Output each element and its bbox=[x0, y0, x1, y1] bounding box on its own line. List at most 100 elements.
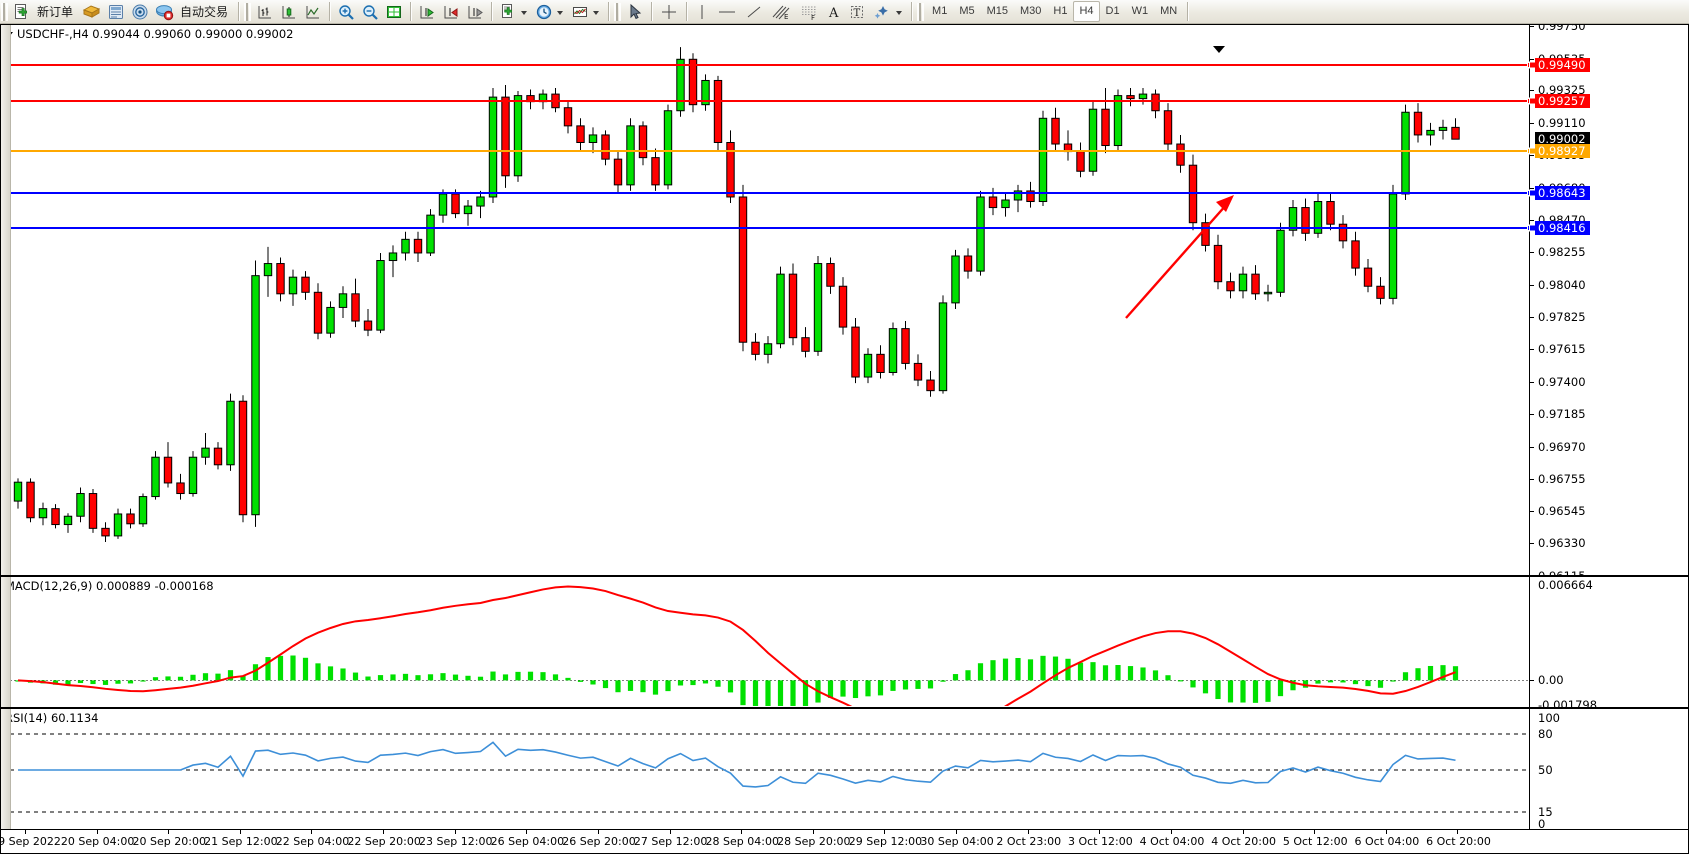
shift-auto-button[interactable] bbox=[463, 1, 487, 23]
price-tag-support-2[interactable]: 0.98416 bbox=[1535, 220, 1590, 235]
time-axis-label: 26 Sep 04:00 bbox=[490, 835, 565, 848]
signals-button[interactable] bbox=[128, 1, 152, 23]
time-axis-tick bbox=[884, 830, 886, 834]
cursor-button[interactable] bbox=[623, 1, 647, 23]
price-tag-resistance-1[interactable]: 0.99490 bbox=[1535, 58, 1590, 73]
price-axis-label: 0.96115 bbox=[1538, 569, 1586, 576]
timeframe-mn[interactable]: MN bbox=[1160, 5, 1178, 17]
toolbar-grip[interactable] bbox=[1, 2, 8, 21]
timeframe-m15[interactable]: M15 bbox=[986, 5, 1008, 17]
templates-button[interactable] bbox=[496, 1, 532, 23]
chevron-down-icon-3[interactable] bbox=[593, 10, 600, 15]
chevron-down-icon-4[interactable] bbox=[896, 10, 903, 15]
price-axis-tick bbox=[1530, 26, 1534, 27]
rsi-vertical-scrollbar[interactable] bbox=[1, 709, 11, 829]
expert-advisor-button[interactable] bbox=[79, 1, 104, 23]
price-line-anchor[interactable] bbox=[1527, 224, 1529, 231]
fibonacci-button[interactable]: F bbox=[795, 1, 823, 23]
rsi-axis[interactable]: 100 80 50 15 0 bbox=[1529, 709, 1688, 829]
macd-axis[interactable]: 0.006664 0.00 -0.001798 bbox=[1529, 577, 1688, 707]
price-tag-pivot[interactable]: 0.98927 bbox=[1535, 143, 1590, 158]
crosshair-button[interactable] bbox=[656, 1, 682, 23]
price-line-support-1[interactable] bbox=[2, 190, 1529, 197]
zoom-out-button[interactable] bbox=[358, 1, 382, 23]
time-axis-tick bbox=[239, 830, 241, 834]
price-line-resistance-1[interactable] bbox=[2, 62, 1529, 69]
tile-windows-button[interactable] bbox=[382, 1, 406, 23]
timeframe-m30[interactable]: M30 bbox=[1020, 5, 1042, 17]
price-line-anchor[interactable] bbox=[1527, 97, 1529, 104]
macd-axis-tick bbox=[1530, 680, 1534, 682]
chart-vertical-scrollbar[interactable] bbox=[1, 25, 11, 575]
toolbar-grip-4[interactable] bbox=[917, 2, 925, 21]
horizontal-line-button[interactable] bbox=[713, 1, 741, 23]
price-line-anchor[interactable] bbox=[1527, 190, 1529, 197]
price-axis-tick bbox=[1530, 543, 1534, 545]
timeframe-d1[interactable]: D1 bbox=[1105, 5, 1120, 17]
data-window-button[interactable] bbox=[104, 1, 128, 23]
rsi-pane-label: RSI(14) 60.1134 bbox=[5, 711, 102, 725]
price-line-support-2[interactable] bbox=[2, 224, 1529, 231]
price-line-anchor[interactable] bbox=[1527, 62, 1529, 69]
time-axis-label: 22 Sep 20:00 bbox=[347, 835, 421, 848]
chevron-down-icon-2[interactable] bbox=[557, 10, 564, 15]
autotrading-button[interactable]: 自动交易 bbox=[152, 1, 234, 23]
line-chart-button[interactable] bbox=[301, 1, 325, 23]
price-line-pivot[interactable] bbox=[2, 147, 1529, 154]
price-axis-label: 0.97400 bbox=[1538, 374, 1586, 389]
time-axis-label: 6 Oct 20:00 bbox=[1426, 835, 1491, 848]
toolbar-grip-3[interactable] bbox=[614, 2, 622, 21]
price-tag-current-price[interactable]: 0.99002 bbox=[1535, 132, 1590, 147]
price-axis-label: 0.96330 bbox=[1538, 536, 1586, 551]
shift-start-button[interactable] bbox=[415, 1, 439, 23]
candlestick-chart-button[interactable] bbox=[277, 1, 301, 23]
price-axis[interactable]: 0.997500.995350.993250.991100.988950.986… bbox=[1529, 24, 1688, 576]
vertical-line-button[interactable] bbox=[691, 1, 713, 23]
shift-end-button[interactable] bbox=[439, 1, 463, 23]
main-toolbar[interactable]: 新订单 自动交易 bbox=[0, 0, 1689, 24]
timeframe-h1[interactable]: H1 bbox=[1053, 5, 1068, 17]
price-line-anchor[interactable] bbox=[1527, 147, 1529, 154]
chevron-down-icon[interactable] bbox=[521, 10, 528, 15]
rsi-axis-line bbox=[1529, 709, 1530, 829]
objects-button[interactable] bbox=[869, 1, 907, 23]
text-label-button[interactable]: T bbox=[845, 1, 869, 23]
time-axis-tick bbox=[1170, 830, 1172, 834]
zoom-in-button[interactable] bbox=[334, 1, 358, 23]
price-axis-label: 0.98040 bbox=[1538, 277, 1586, 292]
toolbar-grip-2[interactable] bbox=[244, 2, 252, 21]
time-axis-tick bbox=[1027, 830, 1029, 834]
new-order-button[interactable]: 新订单 bbox=[10, 1, 79, 23]
svg-text:F: F bbox=[811, 14, 815, 21]
macd-plot[interactable] bbox=[2, 578, 1529, 706]
time-axis-label: 28 Sep 20:00 bbox=[777, 835, 851, 848]
time-axis-label: 26 Sep 20:00 bbox=[562, 835, 636, 848]
time-axis-tick bbox=[454, 830, 456, 834]
price-line-resistance-2[interactable] bbox=[2, 97, 1529, 104]
macd-vertical-scrollbar[interactable] bbox=[1, 577, 11, 707]
trendline-button[interactable] bbox=[741, 1, 767, 23]
timeframe-m5[interactable]: M5 bbox=[959, 5, 975, 17]
timeframe-w1[interactable]: W1 bbox=[1131, 5, 1149, 17]
equidistant-channel-button[interactable]: E bbox=[767, 1, 795, 23]
price-axis-label: 0.96755 bbox=[1538, 472, 1586, 487]
text-button[interactable]: A bbox=[823, 1, 845, 23]
rsi-pane[interactable]: RSI(14) 60.1134 100 80 50 15 0 bbox=[0, 708, 1689, 830]
period-button[interactable] bbox=[532, 1, 568, 23]
timeframe-h4[interactable]: H4 bbox=[1073, 1, 1100, 22]
price-axis-label: 0.99750 bbox=[1538, 24, 1586, 33]
timeframe-m1[interactable]: M1 bbox=[932, 5, 948, 17]
price-tag-support-1[interactable]: 0.98643 bbox=[1535, 186, 1590, 201]
price-pane[interactable]: USDCHF-,H4 0.99044 0.99060 0.99000 0.990… bbox=[0, 24, 1689, 576]
chart-container[interactable]: USDCHF-,H4 0.99044 0.99060 0.99000 0.990… bbox=[0, 24, 1689, 854]
indicators-button[interactable] bbox=[568, 1, 604, 23]
rsi-axis-label: 80 bbox=[1538, 727, 1553, 741]
price-tag-resistance-2[interactable]: 0.99257 bbox=[1535, 93, 1590, 108]
price-plot[interactable] bbox=[2, 26, 1529, 574]
macd-axis-line bbox=[1529, 577, 1530, 707]
rsi-plot[interactable] bbox=[2, 710, 1529, 828]
bar-chart-button[interactable] bbox=[253, 1, 277, 23]
price-axis-tick bbox=[1530, 479, 1534, 481]
macd-pane[interactable]: MACD(12,26,9) 0.000889 -0.000168 0.00666… bbox=[0, 576, 1689, 708]
